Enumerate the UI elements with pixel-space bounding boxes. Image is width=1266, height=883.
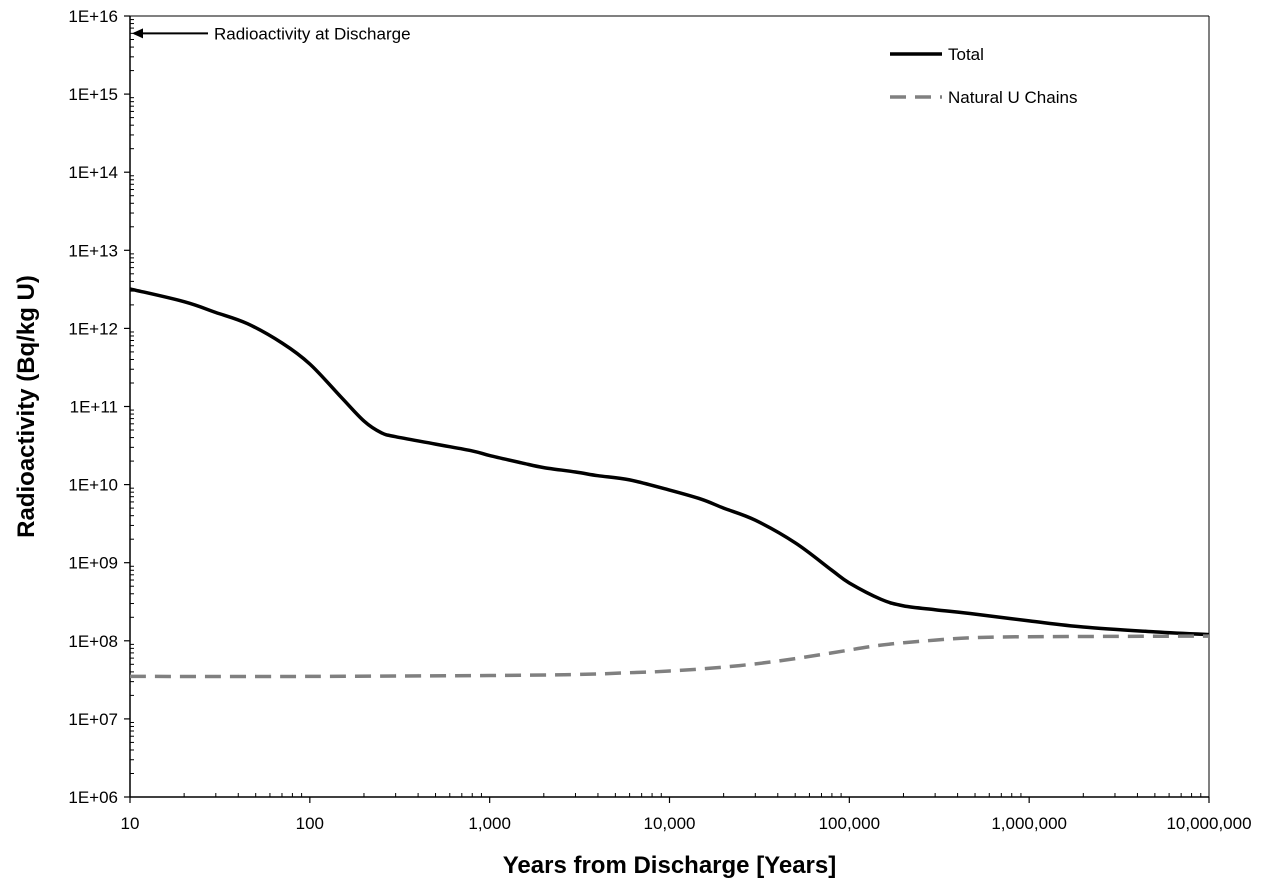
y-tick-label: 1E+16	[68, 7, 118, 26]
x-tick-label: 1,000,000	[991, 814, 1067, 833]
x-tick-label: 1,000	[468, 814, 511, 833]
x-tick-label: 10,000,000	[1166, 814, 1251, 833]
series-line-total	[129, 287, 1210, 637]
y-tick-label: 1E+14	[68, 163, 118, 182]
y-tick-label: 1E+06	[68, 788, 118, 807]
y-tick-label: 1E+13	[68, 241, 118, 260]
y-tick-label: 1E+09	[68, 554, 118, 573]
annotation-layer: Radioactivity at Discharge	[132, 24, 411, 43]
series-line-natural-u-chains	[129, 634, 1210, 679]
y-tick-label: 1E+10	[68, 476, 118, 495]
y-tick-label: 1E+15	[68, 85, 118, 104]
x-tick-label: 100,000	[819, 814, 880, 833]
y-tick-label: 1E+11	[70, 398, 118, 417]
x-axis-title: Years from Discharge [Years]	[503, 852, 837, 879]
legend: Total Natural U Chains	[890, 45, 1077, 107]
y-axis-title: Radioactivity (Bq/kg U)	[13, 275, 40, 538]
legend-label: Natural U Chains	[948, 88, 1077, 107]
legend-label: Total	[948, 45, 984, 64]
annotation-label: Radioactivity at Discharge	[214, 24, 411, 43]
series-layer	[129, 287, 1210, 679]
axes	[129, 15, 1210, 798]
y-tick-label: 1E+08	[68, 632, 118, 651]
x-tick-label: 100	[296, 814, 324, 833]
y-tick-label: 1E+07	[68, 710, 118, 729]
x-tick-label: 10,000	[644, 814, 696, 833]
y-tick-label: 1E+12	[68, 319, 118, 338]
annotation-arrowhead	[132, 28, 143, 39]
ticks: 1E+06 1E+07 1E+08 1E+09 1E+10 1E+11 1E+12 1E+13…	[68, 7, 1251, 833]
x-tick-label: 10	[121, 814, 140, 833]
